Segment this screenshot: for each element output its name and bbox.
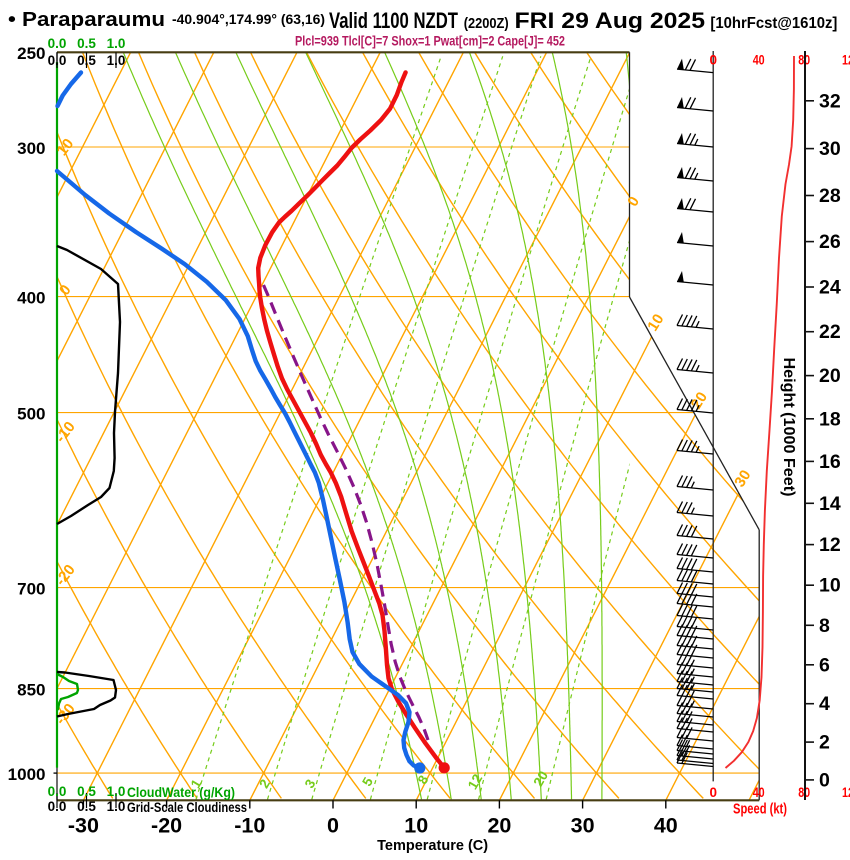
svg-text:250: 250 xyxy=(17,44,45,63)
svg-text:30: 30 xyxy=(571,814,595,838)
svg-text:40: 40 xyxy=(753,785,765,800)
svg-text:0.5: 0.5 xyxy=(77,784,96,799)
svg-text:0: 0 xyxy=(709,785,717,800)
svg-text:Valid 1100 NZDT: Valid 1100 NZDT xyxy=(329,8,458,33)
svg-text:120: 120 xyxy=(842,53,850,68)
svg-text:0: 0 xyxy=(709,53,717,68)
svg-text:1000: 1000 xyxy=(8,765,46,784)
svg-text:0.0: 0.0 xyxy=(48,799,67,814)
svg-text:0.5: 0.5 xyxy=(77,36,96,51)
svg-text:2: 2 xyxy=(819,732,830,754)
svg-text:Grid-Scale Cloudiness: Grid-Scale Cloudiness xyxy=(127,800,247,815)
svg-text:0: 0 xyxy=(819,769,830,791)
svg-text:8: 8 xyxy=(819,615,830,637)
svg-text:14: 14 xyxy=(819,493,841,515)
svg-text:1.0: 1.0 xyxy=(107,799,126,814)
svg-text:40: 40 xyxy=(753,53,765,68)
svg-text:Speed (kt): Speed (kt) xyxy=(733,802,787,818)
svg-text:[10hrFcst@1610z]: [10hrFcst@1610z] xyxy=(710,15,837,32)
svg-text:20: 20 xyxy=(531,768,552,789)
svg-text:700: 700 xyxy=(17,580,45,599)
svg-text:• Paraparaumu: • Paraparaumu xyxy=(8,9,165,31)
svg-text:10: 10 xyxy=(819,575,841,597)
svg-text:FRI 29 Aug 2025: FRI 29 Aug 2025 xyxy=(515,8,706,33)
svg-text:40: 40 xyxy=(654,814,678,838)
svg-text:-30: -30 xyxy=(68,814,99,838)
svg-text:20: 20 xyxy=(819,365,841,387)
svg-text:-10: -10 xyxy=(234,814,265,838)
svg-text:0.0: 0.0 xyxy=(48,53,67,68)
svg-text:32: 32 xyxy=(819,90,841,112)
svg-text:1.0: 1.0 xyxy=(107,53,126,68)
svg-text:12: 12 xyxy=(819,534,841,556)
svg-text:400: 400 xyxy=(17,289,45,308)
svg-text:1.0: 1.0 xyxy=(107,784,126,799)
svg-text:4: 4 xyxy=(819,693,830,715)
svg-text:24: 24 xyxy=(819,277,841,299)
svg-text:850: 850 xyxy=(17,681,45,700)
svg-text:30: 30 xyxy=(731,467,754,490)
svg-text:Plcl=939 Tlcl[C]=7 Shox=1 Pwat: Plcl=939 Tlcl[C]=7 Shox=1 Pwat[cm]=2 Cap… xyxy=(295,33,565,49)
svg-text:0.5: 0.5 xyxy=(77,53,96,68)
svg-text:6: 6 xyxy=(819,654,830,676)
svg-text:CloudWater (g/Kg): CloudWater (g/Kg) xyxy=(127,785,235,800)
svg-text:Temperature (C): Temperature (C) xyxy=(377,837,488,854)
svg-text:20: 20 xyxy=(487,814,511,838)
svg-text:0.0: 0.0 xyxy=(48,784,67,799)
svg-text:1.0: 1.0 xyxy=(107,36,126,51)
svg-text:Height (1000 Feet): Height (1000 Feet) xyxy=(780,358,797,497)
svg-text:18: 18 xyxy=(819,408,841,430)
svg-text:30: 30 xyxy=(819,138,841,160)
svg-text:-20: -20 xyxy=(151,814,182,838)
svg-text:(2200Z): (2200Z) xyxy=(464,15,509,32)
svg-text:10: 10 xyxy=(644,311,667,334)
svg-text:26: 26 xyxy=(819,231,841,253)
svg-text:22: 22 xyxy=(819,321,841,343)
svg-text:16: 16 xyxy=(819,451,841,473)
svg-text:10: 10 xyxy=(404,814,428,838)
svg-text:28: 28 xyxy=(819,185,841,207)
svg-text:10: 10 xyxy=(54,135,78,159)
svg-text:300: 300 xyxy=(17,139,45,158)
svg-text:-40.904°,174.99° (63,16): -40.904°,174.99° (63,16) xyxy=(172,12,325,27)
svg-text:0: 0 xyxy=(327,814,339,838)
svg-text:12: 12 xyxy=(465,771,486,792)
svg-text:120: 120 xyxy=(842,785,850,800)
svg-text:500: 500 xyxy=(17,405,45,424)
svg-text:0.5: 0.5 xyxy=(77,799,96,814)
svg-text:0.0: 0.0 xyxy=(48,36,67,51)
